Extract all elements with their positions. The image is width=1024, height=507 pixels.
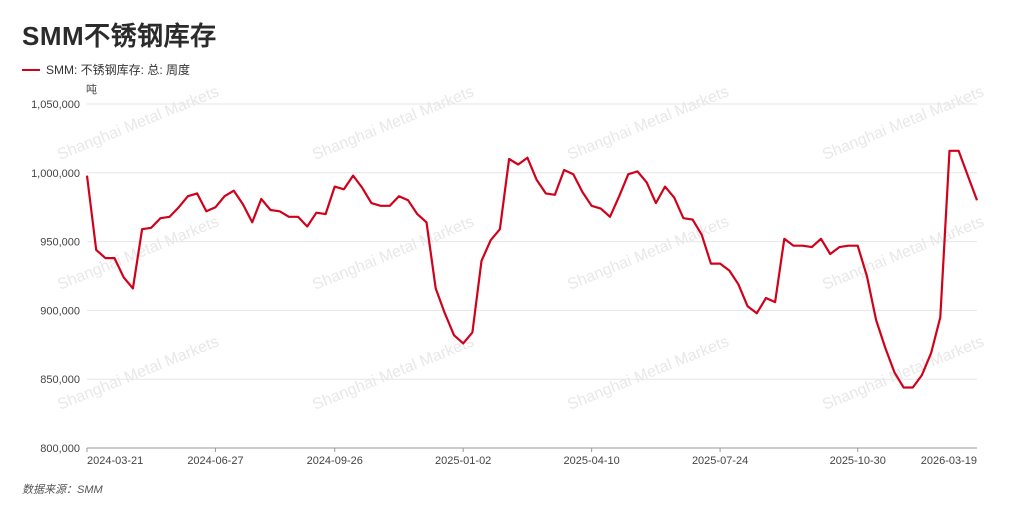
chart-title: SMM不锈钢库存	[22, 21, 217, 51]
y-axis: 800,000 850,000 900,000 950,000 1,000,000 1,0…	[31, 99, 80, 455]
grid-layer	[87, 103, 977, 449]
series-layer	[85, 149, 979, 389]
y-tick-label: 1,050,000	[31, 99, 80, 111]
watermark-text: Shanghai Metal Markets	[310, 83, 476, 163]
watermark-text: Shanghai Metal Markets	[820, 213, 986, 293]
y-tick-label: 900,000	[40, 305, 80, 317]
watermark-text: Shanghai Metal Markets	[55, 83, 221, 163]
x-tick-label: 2025-01-02	[435, 455, 491, 467]
x-tick-label: 2024-03-21	[87, 455, 143, 467]
watermark-text: Shanghai Metal Markets	[310, 333, 476, 413]
x-tick-label: 2025-07-24	[692, 455, 748, 467]
x-tick-label: 2026-03-19	[921, 455, 977, 467]
x-tick-label: 2025-10-30	[830, 455, 886, 467]
x-tick-label: 2024-06-27	[187, 455, 243, 467]
watermark-text: Shanghai Metal Markets	[565, 213, 731, 293]
y-tick-label: 1,000,000	[31, 168, 80, 180]
watermark-text: Shanghai Metal Markets	[565, 333, 731, 413]
legend-label: SMM: 不锈钢库存: 总: 周度	[46, 63, 191, 77]
watermark-text: Shanghai Metal Markets	[55, 333, 221, 413]
chart-legend[interactable]: SMM: 不锈钢库存: 总: 周度	[22, 61, 190, 78]
watermark-layer: Shanghai Metal Markets Shanghai Metal Mar…	[55, 83, 986, 413]
watermark-text: Shanghai Metal Markets	[820, 333, 986, 413]
watermark-text: Shanghai Metal Markets	[310, 213, 476, 293]
x-tick-label: 2025-04-10	[563, 455, 619, 467]
y-tick-label: 800,000	[40, 443, 80, 455]
y-tick-label: 950,000	[40, 237, 80, 249]
watermark-text: Shanghai Metal Markets	[820, 83, 986, 163]
watermark-text: Shanghai Metal Markets	[565, 83, 731, 163]
y-axis-unit: 吨	[86, 84, 97, 96]
y-tick-label: 850,000	[40, 374, 80, 386]
x-axis: 2024-03-21 2024-06-27 2024-09-26 2025-01-02…	[86, 448, 977, 467]
data-source-note: 数据来源：SMM	[22, 484, 103, 496]
series-line-stainless-inventory[interactable]	[85, 149, 979, 389]
legend-line-swatch	[22, 68, 40, 71]
x-tick-label: 2024-09-26	[307, 455, 363, 467]
